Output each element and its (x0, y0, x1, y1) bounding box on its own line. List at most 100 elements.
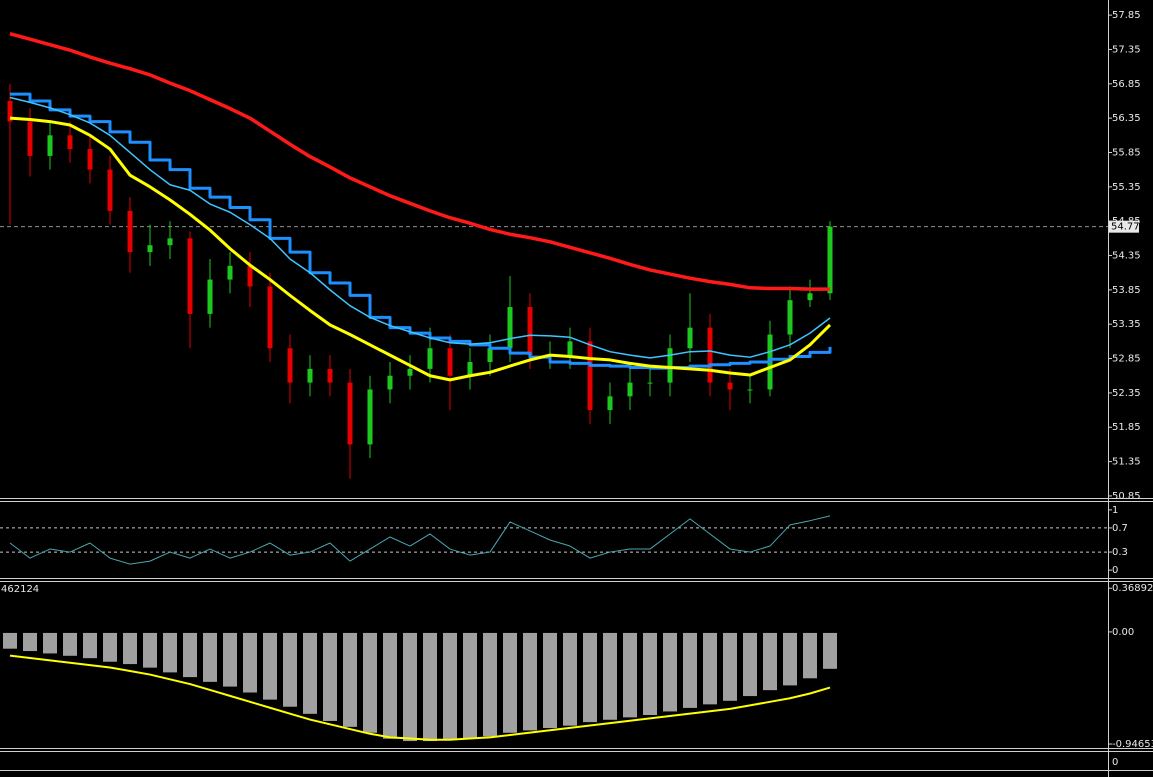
histogram-bar (61, 630, 79, 658)
histogram-bar (141, 630, 159, 670)
histogram-bar (41, 630, 59, 656)
histogram-bar (101, 630, 119, 664)
histogram-bar (621, 630, 639, 720)
histogram-bar (321, 630, 339, 723)
candle-body (707, 327, 713, 383)
moving-average (10, 92, 832, 370)
y-tick-label: 56.35 (1112, 113, 1141, 124)
candle-body (107, 169, 113, 211)
candle-body (527, 307, 533, 356)
oscillator-line (9, 515, 831, 565)
y-tick-label: 53.35 (1112, 319, 1141, 330)
y-tick-label: 0.3 (1112, 547, 1128, 558)
histogram-bar (441, 630, 459, 742)
candle-body (267, 286, 273, 349)
candle-body (567, 341, 573, 356)
histogram-bar (201, 630, 219, 684)
candle-body (67, 135, 73, 150)
moving-average (9, 96, 831, 359)
candle-body (127, 210, 133, 253)
y-tick-label: 57.35 (1112, 44, 1141, 55)
histogram-bar (821, 630, 839, 671)
candle-body (627, 382, 633, 397)
candle-body (27, 121, 33, 156)
candle-body (687, 327, 693, 349)
candle-body (247, 265, 253, 287)
candle-body (227, 265, 233, 280)
histogram-bar (561, 630, 579, 728)
candle-body (587, 341, 593, 411)
moving-average (9, 116, 832, 382)
candle-body (327, 368, 333, 383)
histogram-bar (221, 630, 239, 689)
y-tick-label: 0.7 (1112, 523, 1128, 534)
histogram-bar (541, 630, 559, 731)
candle-body (607, 396, 613, 411)
candle-body (147, 245, 153, 253)
histogram-bar (461, 630, 479, 741)
histogram-bar (241, 630, 259, 695)
y-tick-label: 54.35 (1112, 251, 1141, 262)
y-tick-label: 0.00 (1112, 627, 1134, 638)
candle-body (807, 293, 813, 301)
candle-body (667, 348, 673, 383)
histogram-bar (281, 630, 299, 709)
candle-body (427, 348, 433, 369)
histogram-bar (521, 630, 539, 733)
y-tick-label: 51.85 (1112, 422, 1141, 433)
candle-body (167, 238, 173, 246)
y-tick-label: 56.85 (1112, 79, 1141, 90)
histogram-bar (641, 630, 659, 718)
y-tick-label: 51.35 (1112, 457, 1141, 468)
histogram-bar (361, 630, 379, 735)
last-price-box (1109, 220, 1139, 233)
candle-body (47, 135, 53, 156)
indicator-label: 462124 (1, 584, 39, 595)
candle-body (287, 348, 293, 383)
histogram-bar (601, 630, 619, 722)
signal-line (9, 654, 831, 741)
y-tick-label: 0 (1112, 565, 1118, 576)
y-tick-label: 53.85 (1112, 285, 1141, 296)
y-tick-label: 55.85 (1112, 147, 1141, 158)
histogram-bar (801, 630, 819, 681)
histogram-bar (161, 630, 179, 675)
candle-body (827, 226, 833, 294)
histogram-bar (81, 630, 99, 661)
candle-body (507, 307, 513, 349)
candle-body (87, 149, 93, 170)
y-tick-label: -0.94653 (1112, 739, 1153, 750)
histogram-bar (581, 630, 599, 725)
candle-body (467, 361, 473, 376)
y-tick-label: 52.85 (1112, 354, 1141, 365)
candle-body (487, 348, 493, 362)
candle-body (787, 300, 793, 335)
histogram-bar (661, 630, 679, 714)
histogram-bar (721, 630, 739, 703)
candle-body (7, 100, 13, 122)
moving-average (9, 31, 830, 291)
candle-body (367, 389, 373, 445)
histogram-bar (421, 630, 439, 744)
y-tick-label: 55.35 (1112, 182, 1141, 193)
histogram-bar (21, 630, 39, 654)
y-tick-label: 52.35 (1112, 388, 1141, 399)
histogram-bar (761, 630, 779, 693)
candle-body (727, 382, 733, 390)
y-tick-label: 0.368924 (1112, 583, 1153, 594)
y-tick-label: 57.85 (1112, 10, 1141, 21)
histogram-bar (701, 630, 719, 707)
histogram-bar (681, 630, 699, 710)
histogram-bar (341, 630, 359, 729)
histogram-bar (121, 630, 139, 667)
candle-body (307, 368, 313, 383)
histogram-bar (741, 630, 759, 699)
candle-body (447, 348, 453, 376)
candle-body (647, 382, 653, 384)
histogram-bar (301, 630, 319, 716)
candle-body (747, 389, 753, 391)
histogram-bar (401, 630, 419, 744)
histogram-bar (781, 630, 799, 688)
